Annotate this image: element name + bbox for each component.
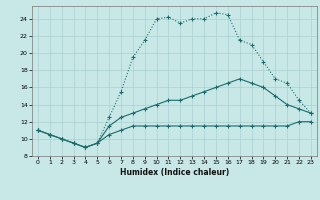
X-axis label: Humidex (Indice chaleur): Humidex (Indice chaleur) [120, 168, 229, 177]
